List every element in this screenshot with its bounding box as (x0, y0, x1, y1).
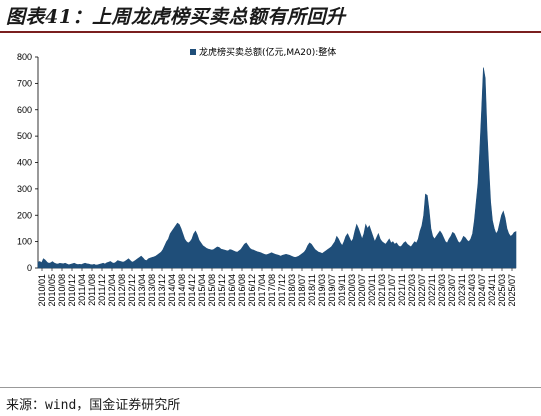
x-tick-label: 2023/03 (437, 274, 447, 307)
x-tick-label: 2013/04 (137, 274, 147, 307)
y-tick-label: 800 (17, 52, 32, 62)
x-tick-label: 2020/11 (367, 274, 377, 306)
x-tick-label: 2011/12 (97, 274, 107, 306)
x-tick-label: 2020/03 (347, 274, 357, 307)
x-tick-label: 2015/12 (217, 274, 227, 307)
x-tick-label: 2018/03 (287, 274, 297, 307)
chart-title: 图表41：上周龙虎榜买卖总额有所回升 (6, 6, 346, 28)
y-tick-label: 500 (17, 131, 32, 141)
y-axis: 0 100 200 300 400 500 600 700 800 (17, 52, 39, 273)
x-tick-label: 2024/11 (487, 274, 497, 306)
x-tick-label: 2019/03 (317, 274, 327, 307)
x-tick-label: 2022/11 (427, 274, 437, 306)
legend-swatch (190, 49, 196, 55)
title-divider (0, 31, 541, 33)
x-tick-label: 2010/08 (57, 274, 67, 307)
x-tick-label: 2013/08 (147, 274, 157, 307)
x-tick-label: 2017/04 (257, 274, 267, 307)
x-tick-label: 2017/08 (267, 274, 277, 307)
x-tick-label: 2021/11 (397, 274, 407, 306)
x-tick-label: 2012/12 (127, 274, 137, 307)
x-tick-label: 2024/07 (477, 274, 487, 307)
y-tick-label: 400 (17, 158, 32, 168)
x-tick-label: 2020/07 (357, 274, 367, 307)
x-tick-label: 2019/11 (337, 274, 347, 306)
x-tick-label: 2021/03 (377, 274, 387, 307)
x-tick-label: 2014/08 (177, 274, 187, 307)
x-tick-label: 2010/01 (37, 274, 47, 307)
x-tick-label: 2022/07 (417, 274, 427, 307)
y-tick-label: 200 (17, 210, 32, 220)
x-tick-label: 2017/12 (277, 274, 287, 307)
legend-label: 龙虎榜买卖总额(亿元,MA20):整体 (199, 46, 336, 58)
x-tick-label: 2024/03 (467, 274, 477, 307)
x-tick-label: 2014/12 (187, 274, 197, 307)
x-tick-label: 2012/04 (107, 274, 117, 307)
x-tick-label: 2021/07 (387, 274, 397, 307)
x-tick-label: 2010/12 (67, 274, 77, 307)
source-note: 来源：wind，国金证券研究所 (6, 398, 181, 413)
x-tick-label: 2013/12 (157, 274, 167, 307)
series-area (37, 67, 517, 269)
x-tick-label: 2016/12 (247, 274, 257, 307)
x-tick-label: 2016/04 (227, 274, 237, 307)
x-tick-label: 2011/04 (77, 274, 87, 306)
x-axis: 2010/01 2010/05 2010/08 2010/12 2011/04 2011/… (37, 267, 517, 307)
y-tick-label: 700 (17, 78, 32, 88)
x-tick-label: 2025/07 (507, 274, 517, 307)
x-tick-label: 2022/03 (407, 274, 417, 307)
chart-legend: 龙虎榜买卖总额(亿元,MA20):整体 (190, 46, 336, 58)
x-tick-label: 2016/08 (237, 274, 247, 307)
x-tick-label: 2019/07 (327, 274, 337, 307)
x-tick-label: 2014/04 (167, 274, 177, 307)
x-tick-label: 2015/04 (197, 274, 207, 307)
y-tick-label: 600 (17, 105, 32, 115)
x-tick-label: 2015/08 (207, 274, 217, 307)
y-tick-label: 100 (17, 237, 32, 247)
x-tick-label: 2023/07 (447, 274, 457, 307)
x-tick-label: 2010/05 (47, 274, 57, 307)
x-tick-label: 2025/03 (497, 274, 507, 307)
x-tick-label: 2011/08 (87, 274, 97, 306)
x-tick-label: 2018/11 (307, 274, 317, 306)
footer-divider (0, 387, 541, 388)
x-tick-label: 2012/08 (117, 274, 127, 307)
x-tick-label: 2023/11 (457, 274, 467, 306)
y-tick-label: 300 (17, 184, 32, 194)
y-tick-label: 0 (27, 263, 32, 273)
x-tick-label: 2018/07 (297, 274, 307, 307)
